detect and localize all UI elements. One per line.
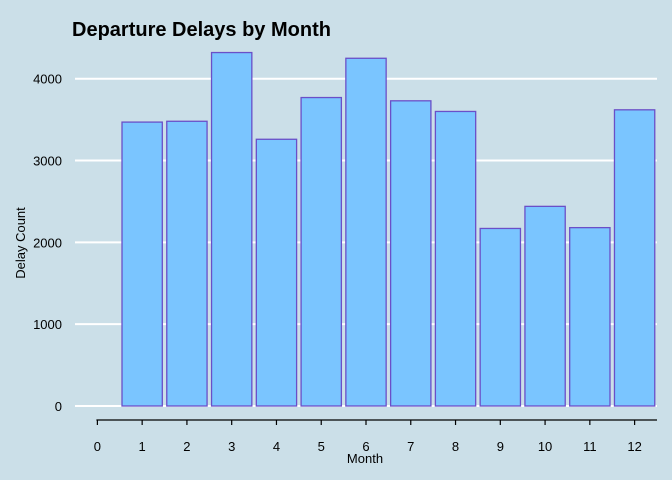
bars — [121, 51, 656, 407]
bar-month-6 — [345, 57, 387, 407]
x-axis-title: Month — [347, 451, 383, 466]
bar-month-2 — [166, 120, 208, 407]
x-tick-label-12: 12 — [627, 439, 641, 454]
chart-title: Departure Delays by Month — [72, 19, 331, 41]
y-axis-title: Delay Count — [13, 207, 28, 279]
x-tick-label-8: 8 — [452, 439, 459, 454]
x-tick-label-6: 6 — [362, 439, 369, 454]
x-tick-label-1: 1 — [139, 439, 146, 454]
bar-month-4 — [255, 138, 298, 407]
bar-month-3 — [210, 51, 253, 407]
x-tick-label-7: 7 — [407, 439, 414, 454]
bar-month-5 — [300, 96, 343, 407]
y-tick-label-1000: 1000 — [33, 317, 62, 332]
y-tick-label-4000: 4000 — [33, 72, 62, 87]
bar-month-10 — [524, 205, 566, 407]
x-tick-label-0: 0 — [94, 439, 101, 454]
bar-month-7 — [389, 100, 432, 407]
y-tick-label-2000: 2000 — [33, 235, 62, 250]
bar-month-1 — [121, 121, 163, 407]
bar-month-11 — [569, 226, 611, 407]
bar-month-8 — [434, 110, 477, 407]
x-axis: 0 1 2 3 4 5 6 7 8 9 10 11 12 — [94, 419, 657, 454]
x-tick-label-4: 4 — [273, 439, 280, 454]
y-tick-label-0: 0 — [55, 399, 62, 414]
bar-month-12 — [613, 109, 656, 407]
x-tick-label-9: 9 — [497, 439, 504, 454]
y-tick-label-3000: 3000 — [33, 154, 62, 169]
x-tick-label-3: 3 — [228, 439, 235, 454]
x-tick-label-2: 2 — [183, 439, 190, 454]
y-axis-ticks: 0 1000 2000 3000 4000 — [33, 72, 62, 414]
x-tick-label-5: 5 — [318, 439, 325, 454]
x-tick-label-11: 11 — [583, 439, 597, 454]
x-tick-label-10: 10 — [538, 439, 552, 454]
bar-month-9 — [479, 227, 522, 407]
